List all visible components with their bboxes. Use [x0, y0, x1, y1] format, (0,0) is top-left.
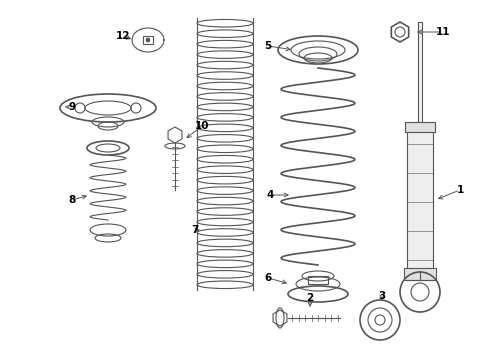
Text: 5: 5 — [265, 41, 271, 51]
Text: 8: 8 — [69, 195, 75, 205]
Circle shape — [146, 38, 150, 42]
Text: 7: 7 — [191, 225, 198, 235]
Text: 6: 6 — [265, 273, 271, 283]
Text: 9: 9 — [69, 102, 75, 112]
Text: 4: 4 — [266, 190, 274, 200]
Bar — [418, 22, 422, 130]
Text: 1: 1 — [456, 185, 464, 195]
Bar — [405, 122, 435, 132]
Text: 12: 12 — [116, 31, 130, 41]
Text: 2: 2 — [306, 293, 314, 303]
Bar — [407, 132, 433, 270]
Bar — [308, 276, 328, 284]
Text: 11: 11 — [436, 27, 450, 37]
Bar — [404, 268, 436, 280]
Text: 10: 10 — [195, 121, 209, 131]
Bar — [143, 36, 153, 44]
Text: 3: 3 — [378, 291, 386, 301]
